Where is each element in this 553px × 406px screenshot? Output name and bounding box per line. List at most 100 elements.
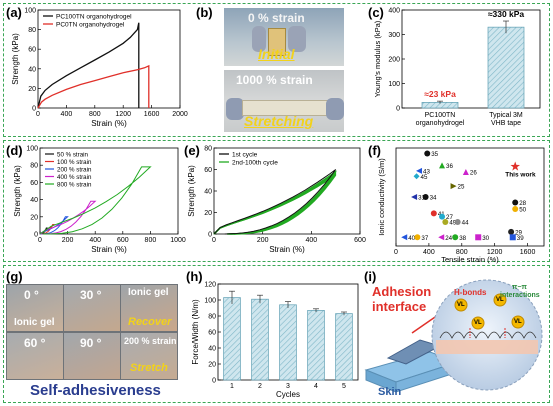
category-label: Typical 3M — [489, 112, 523, 119]
x-tick-label: 600 — [117, 237, 129, 244]
scatter-point — [475, 234, 482, 241]
scatter-point — [509, 234, 516, 241]
y-tick-label: 60 — [208, 330, 216, 337]
point-label: 31 — [418, 195, 425, 202]
point-label: 43 — [423, 168, 430, 175]
y-axis-label: Force/Width (N/m) — [191, 299, 200, 365]
point-label: 29 — [515, 229, 522, 236]
point-label: 40 — [408, 235, 415, 242]
frame-middle — [3, 140, 550, 262]
interface-label: interface — [372, 299, 427, 314]
x-tick-label: 400 — [89, 237, 101, 244]
legend-entry: 50 % strain — [57, 152, 89, 159]
y-tick-label: 20 — [204, 210, 212, 217]
scatter-point — [439, 213, 446, 220]
y-tick-label: 400 — [388, 8, 400, 15]
plot-frame — [395, 147, 545, 247]
scatter-point — [413, 173, 420, 180]
panel-label-c: (c) — [368, 5, 384, 20]
hbonds-label: H-bonds — [454, 288, 487, 297]
y-tick-label: 80 — [208, 314, 216, 321]
point-label: 25 — [458, 184, 465, 191]
point-label: 26 — [470, 169, 477, 176]
y-axis-label: Strength (kPa) — [13, 165, 22, 217]
cycle-loop — [213, 174, 337, 235]
x-tick-label: 1200 — [115, 111, 131, 118]
point-label: 28 — [519, 200, 526, 207]
scatter-point — [452, 234, 459, 241]
x-tick-label: 1 — [230, 383, 234, 390]
y-tick-label: 200 — [388, 57, 400, 64]
vl-label: VL — [457, 302, 465, 308]
legend-entry: 400 % strain — [57, 174, 92, 181]
label-angle-0: 0 ° — [24, 288, 39, 302]
x-tick-label: 400 — [423, 249, 435, 256]
panel-label-a: (a) — [6, 5, 22, 20]
y-axis-label: Ionic conductivity (S/m) — [377, 158, 386, 236]
self-adhesiveness-title: Self-adhesiveness — [30, 382, 161, 399]
point-label: 37 — [421, 235, 428, 242]
x-tick-label: 1600 — [144, 111, 160, 118]
x-tick-label: 600 — [354, 237, 366, 244]
x-tick-label: 2 — [258, 383, 262, 390]
y-tick-label: 120 — [204, 282, 216, 289]
glove-left-icon — [226, 98, 244, 120]
x-tick-label: 1600 — [520, 249, 536, 256]
y-tick-label: 80 — [204, 146, 212, 153]
y-tick-label: 80 — [30, 163, 38, 170]
photo-stretch — [121, 333, 177, 379]
legend-entry: 2nd-100th cycle — [232, 160, 278, 167]
legend-entry: 100 % strain — [57, 159, 92, 166]
point-label: 24 — [445, 235, 452, 242]
vl-label: VL — [514, 319, 522, 325]
x-tick-label: 0 — [36, 111, 40, 118]
skin-label: Skin — [378, 386, 402, 398]
y-tick-label: 100 — [204, 298, 216, 305]
glove-right-icon — [288, 26, 306, 52]
category-label: organohydrogel — [416, 120, 465, 127]
scatter-point — [454, 219, 461, 226]
legend-entry: 800 % strain — [57, 182, 92, 189]
point-label: 30 — [482, 235, 489, 242]
y-tick-label: 40 — [28, 66, 36, 73]
scatter-point — [508, 228, 515, 235]
hysteresis-loop-4 — [39, 200, 97, 235]
x-axis-label: Strain (%) — [269, 245, 305, 254]
scatter-point — [512, 205, 519, 212]
point-label: 38 — [459, 235, 466, 242]
point-label: This work — [505, 172, 536, 179]
x-tick-label: 2000 — [172, 111, 188, 118]
photo-stretching: 1000 % strain Stretching — [224, 70, 344, 132]
y-axis-label: Strength (kPa) — [187, 165, 196, 217]
panel-label-i: (i) — [364, 269, 377, 284]
x-tick-label: 0 — [38, 237, 42, 244]
y-tick-label: 60 — [28, 47, 36, 54]
x-tick-label: 5 — [342, 383, 346, 390]
x-tick-label: 0 — [212, 237, 216, 244]
caption-initial: Initial — [258, 46, 295, 62]
bar-2 — [487, 26, 525, 109]
panel-label-g: (g) — [6, 269, 23, 284]
x-tick-label: 200 — [257, 237, 269, 244]
glove-left-icon — [252, 26, 266, 52]
x-tick-label: 800 — [89, 111, 101, 118]
scatter-point — [439, 162, 446, 169]
label-angle-90: 90 ° — [80, 336, 102, 350]
glove-right-icon — [326, 98, 344, 120]
bar-annotation: ≈23 kPa — [424, 89, 456, 99]
label-gel-right: Ionic gel — [128, 287, 169, 298]
label-angle-30: 30 ° — [80, 288, 102, 302]
legend-entry: PC0TN organohydrogel — [56, 22, 125, 29]
x-axis-label: Strain (%) — [91, 245, 127, 254]
y-axis-label: Strength (kPa) — [11, 33, 20, 85]
y-tick-label: 100 — [24, 8, 36, 15]
photo-recover — [121, 285, 177, 331]
x-tick-label: 0 — [394, 249, 398, 256]
legend-entry: 200 % strain — [57, 167, 92, 174]
x-tick-label: 200 — [62, 237, 74, 244]
scatter-point — [424, 150, 431, 157]
